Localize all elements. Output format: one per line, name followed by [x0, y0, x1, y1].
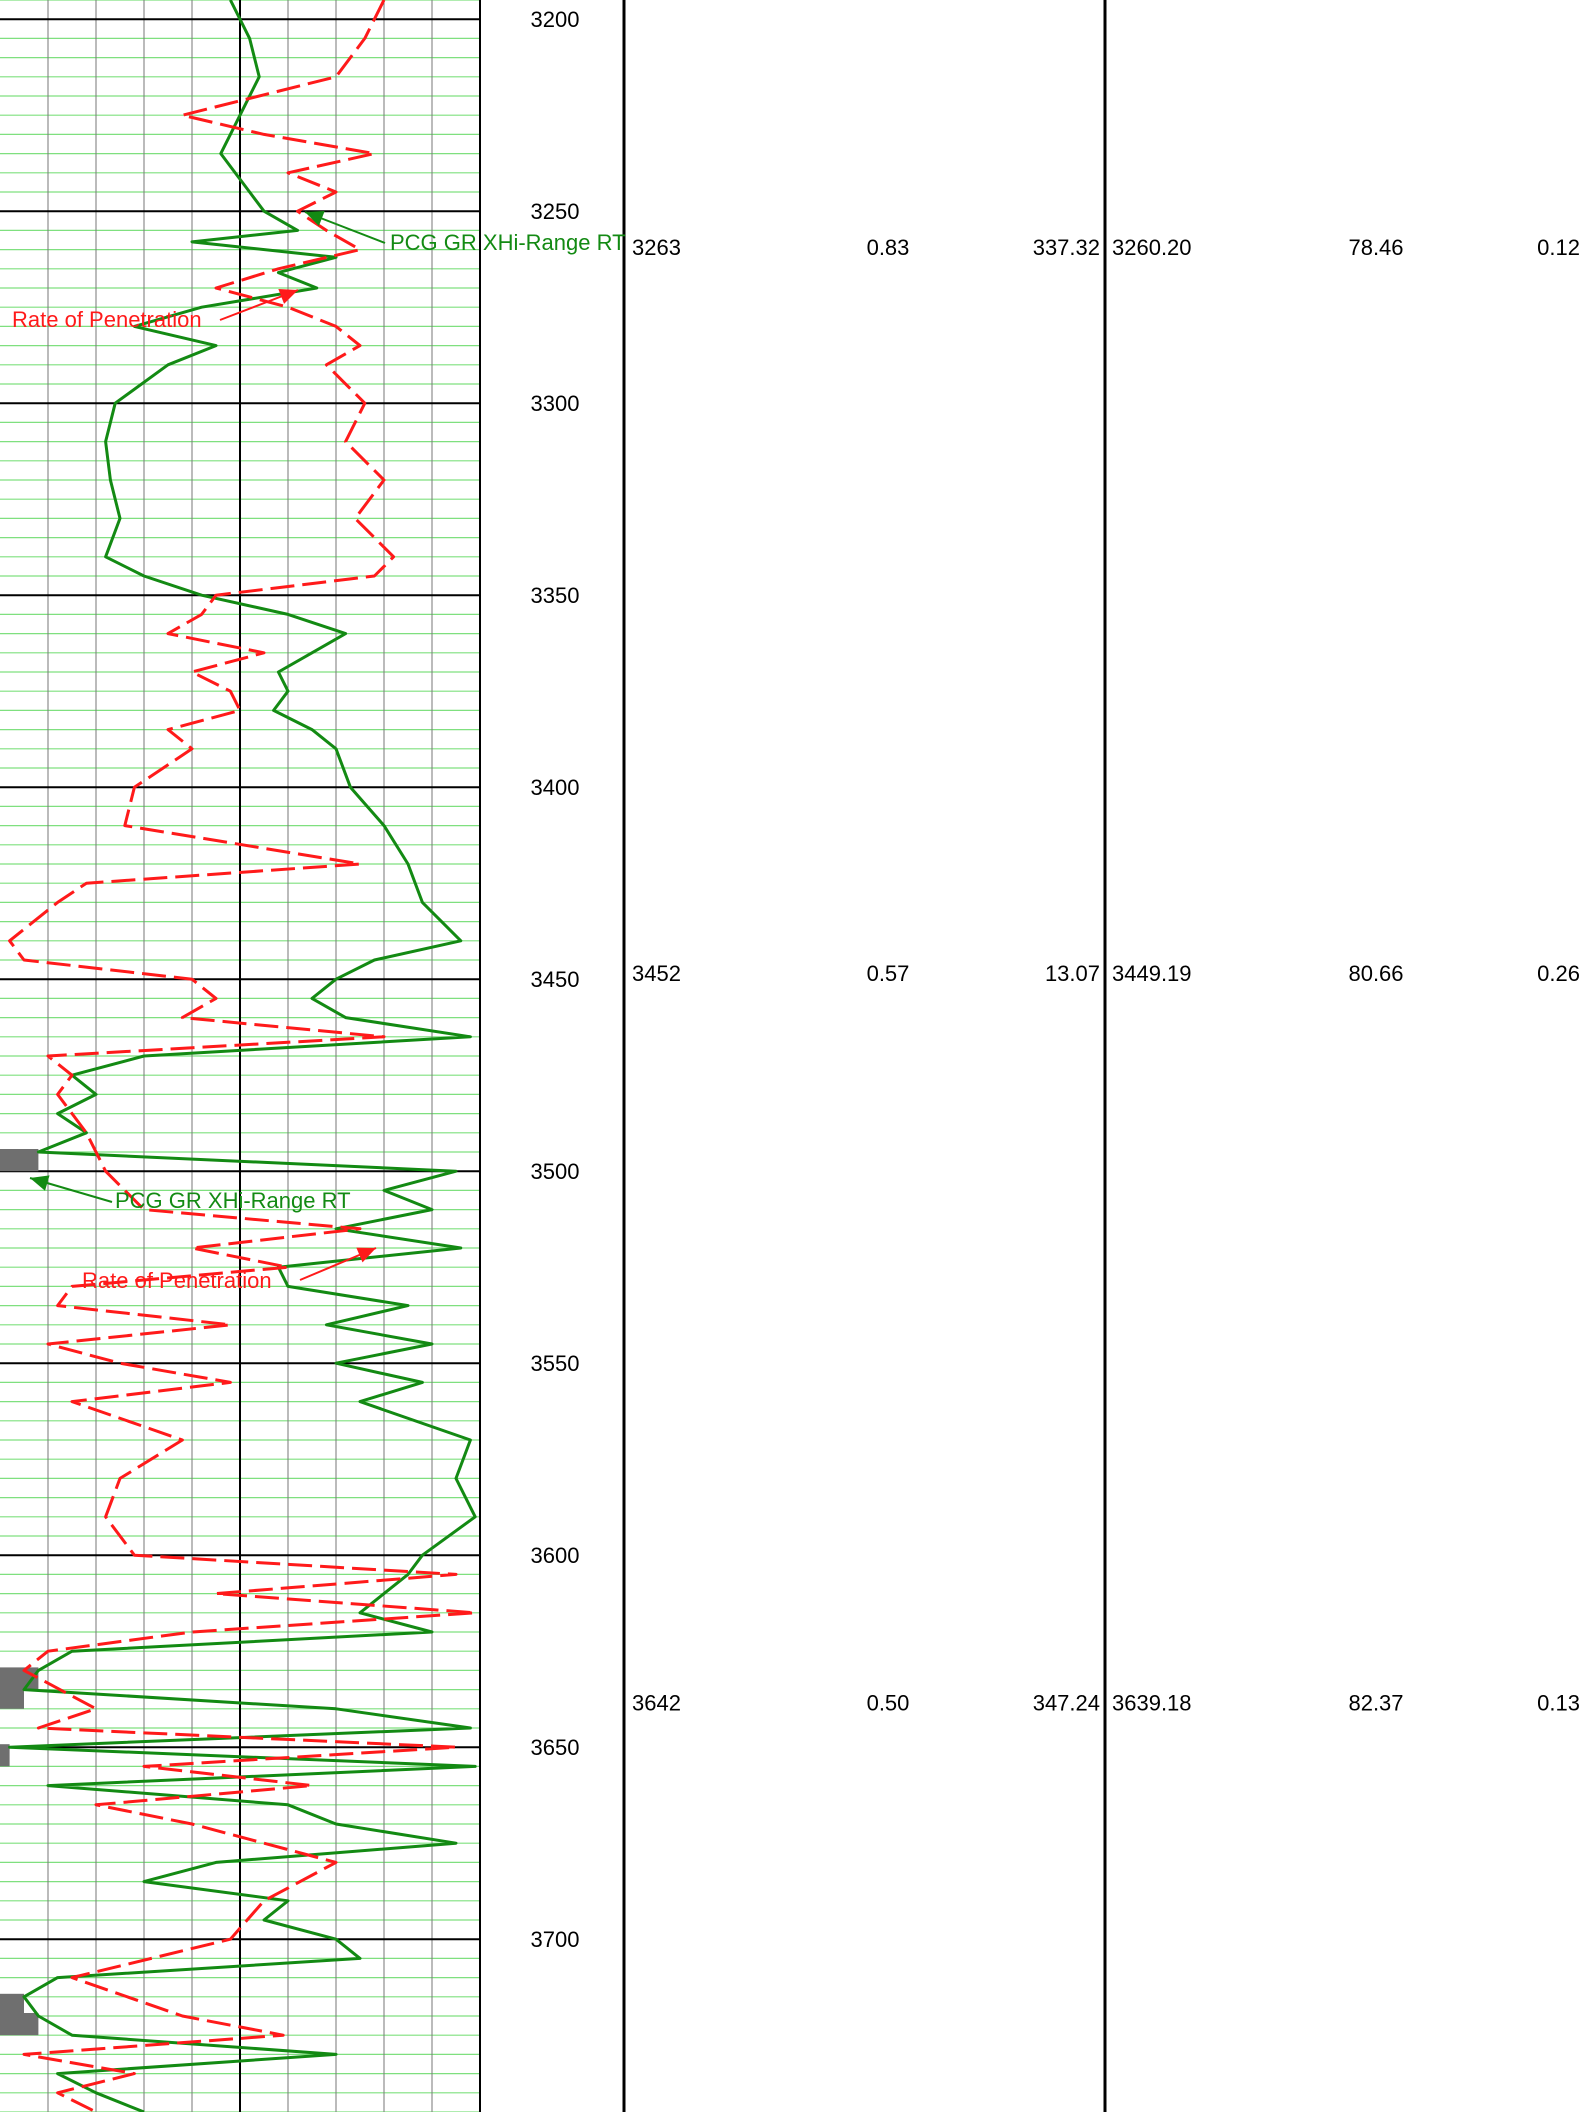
depth-tick-label: 3350	[531, 583, 580, 608]
curve-annotation-label: Rate of Penetration	[12, 307, 202, 332]
annotation-arrowhead	[30, 1175, 50, 1191]
table-row: 3452 0.57 13.07 3449.19 80.66 0.26	[632, 961, 1580, 986]
data-table: 3263 0.83 337.32 3260.20 78.46 0.12 3452 0.57 13…	[632, 235, 1580, 1715]
track-grid	[0, 0, 1107, 2112]
annotation-arrowhead	[356, 1247, 376, 1263]
curve-annotation-label: PCG GR XHi-Range RT	[390, 230, 626, 255]
table-cell: 0.12	[1537, 235, 1580, 260]
annotation-arrowhead	[305, 211, 325, 226]
curves-layer	[8, 0, 477, 2112]
shale-fill	[0, 1744, 10, 1767]
shale-fill	[0, 1993, 24, 2016]
table-cell: 337.32	[1033, 235, 1100, 260]
shale-fill	[0, 1149, 39, 1172]
table-cell: 3449.19	[1112, 961, 1192, 986]
table-cell: 3452	[632, 961, 681, 986]
shale-fill	[0, 2013, 39, 2036]
rop-curve	[8, 0, 477, 2112]
table-cell: 82.37	[1348, 1690, 1403, 1715]
table-cell: 0.83	[867, 235, 910, 260]
table-cell: 80.66	[1348, 961, 1403, 986]
depth-tick-label: 3550	[531, 1351, 580, 1376]
table-cell: 0.50	[867, 1690, 910, 1715]
table-cell: 0.26	[1537, 961, 1580, 986]
table-row: 3263 0.83 337.32 3260.20 78.46 0.12	[632, 235, 1580, 260]
depth-tick-label: 3450	[531, 967, 580, 992]
table-cell: 78.46	[1348, 235, 1403, 260]
depth-tick-label: 3650	[531, 1735, 580, 1760]
table-cell: 0.13	[1537, 1690, 1580, 1715]
table-cell: 347.24	[1033, 1690, 1100, 1715]
gamma-ray-curve	[8, 0, 477, 2112]
table-cell: 3639.18	[1112, 1690, 1192, 1715]
curve-annotation-label: Rate of Penetration	[82, 1268, 272, 1293]
table-cell: 3263	[632, 235, 681, 260]
depth-tick-label: 3300	[531, 391, 580, 416]
table-cell: 3260.20	[1112, 235, 1192, 260]
depth-tick-label: 3400	[531, 775, 580, 800]
annotations-layer: PCG GR XHi-Range RT Rate of Penetration PC…	[12, 211, 626, 1293]
table-row: 3642 0.50 347.24 3639.18 82.37 0.13	[632, 1690, 1580, 1715]
table-cell: 13.07	[1045, 961, 1100, 986]
depth-tick-label: 3700	[531, 1927, 580, 1952]
depth-tick-label: 3200	[531, 7, 580, 32]
curve-annotation-label: PCG GR XHi-Range RT	[115, 1188, 351, 1213]
depth-track: 3200 3250 3300 3350 3400 3450 3500 3550 3600 3650…	[531, 7, 580, 1952]
depth-tick-label: 3500	[531, 1159, 580, 1184]
table-cell: 3642	[632, 1690, 681, 1715]
depth-tick-label: 3250	[531, 199, 580, 224]
shale-fill	[0, 1686, 24, 1709]
table-cell: 0.57	[867, 961, 910, 986]
annotation-arrowhead	[278, 288, 298, 304]
shale-fill-layer	[0, 1149, 39, 2036]
depth-tick-label: 3600	[531, 1543, 580, 1568]
